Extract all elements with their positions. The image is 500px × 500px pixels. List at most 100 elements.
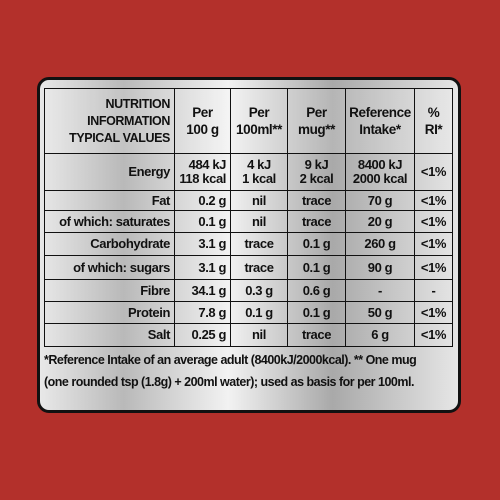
table-cell: Fat bbox=[44, 190, 175, 211]
cell-line: 118 kcal bbox=[179, 171, 226, 186]
cell-line: of which: sugars bbox=[73, 259, 170, 275]
cell-line: RI* bbox=[424, 122, 443, 137]
table-cell: <1% bbox=[414, 210, 453, 233]
cell-line: 0.6 g bbox=[302, 282, 331, 298]
cell-line: Protein bbox=[128, 304, 170, 320]
cell-line: Energy bbox=[128, 164, 170, 179]
table-cell: - bbox=[345, 279, 415, 302]
table-cell: <1% bbox=[414, 190, 453, 211]
footnote: *Reference Intake of an average adult (8… bbox=[44, 349, 454, 393]
cell-line: TYPICAL VALUES bbox=[69, 130, 170, 145]
table-cell: trace bbox=[230, 232, 288, 256]
table-cell: 20 g bbox=[345, 210, 415, 233]
table-cell: 260 g bbox=[345, 232, 415, 256]
table-cell: <1% bbox=[414, 153, 453, 191]
cell-line: 7.8 g bbox=[198, 304, 226, 320]
cell-line: Carbohydrate bbox=[90, 236, 170, 251]
cell-line: 100ml** bbox=[236, 122, 282, 137]
table-cell: of which: sugars bbox=[44, 255, 175, 280]
cell-line: mug** bbox=[297, 122, 335, 137]
nutrition-panel bbox=[37, 77, 461, 413]
table-cell: 3.1 g bbox=[174, 232, 231, 256]
cell-line: 100 g bbox=[186, 122, 219, 137]
cell-line: 2000 kcal bbox=[352, 171, 408, 186]
cell-line: 0.1 g bbox=[302, 259, 331, 275]
table-cell: 0.1 g bbox=[230, 301, 288, 324]
table-cell: trace bbox=[287, 323, 346, 347]
cell-line: 0.1 g bbox=[302, 236, 331, 251]
cell-line: <1% bbox=[420, 192, 447, 208]
cell-line: Reference bbox=[349, 105, 411, 120]
table-cell: 0.3 g bbox=[230, 279, 288, 302]
cell-line: Intake* bbox=[359, 122, 401, 137]
table-cell: <1% bbox=[414, 323, 453, 347]
cell-line: 8400 kJ bbox=[357, 157, 403, 172]
cell-line: 6 g bbox=[371, 327, 389, 342]
table-cell: Fibre bbox=[44, 279, 175, 302]
cell-line: 90 g bbox=[367, 259, 393, 275]
table-cell: 70 g bbox=[345, 190, 415, 211]
table-cell: 6 g bbox=[345, 323, 415, 347]
table-cell: 0.6 g bbox=[287, 279, 346, 302]
cell-line: Fibre bbox=[140, 282, 170, 298]
cell-line: 4 kJ bbox=[247, 157, 271, 172]
cell-line: 260 g bbox=[364, 236, 396, 251]
cell-line: 34.1 g bbox=[191, 282, 227, 298]
header-cell: Per 100 g bbox=[174, 88, 231, 154]
cell-line: trace bbox=[301, 327, 332, 342]
cell-line: <1% bbox=[420, 213, 447, 229]
table-cell: 3.1 g bbox=[174, 255, 231, 280]
cell-line: <1% bbox=[420, 236, 447, 251]
cell-line: nil bbox=[252, 213, 266, 229]
cell-line: 0.1 g bbox=[245, 304, 273, 320]
table-cell: Salt bbox=[44, 323, 175, 347]
cell-line: 50 g bbox=[367, 304, 393, 320]
cell-line: 0.1 g bbox=[302, 304, 331, 320]
cell-line: % bbox=[427, 105, 440, 120]
cell-line: <1% bbox=[420, 327, 447, 342]
cell-line: Salt bbox=[147, 327, 171, 342]
cell-line: NUTRITION bbox=[105, 96, 171, 111]
cell-line: trace bbox=[301, 192, 332, 208]
cell-line: <1% bbox=[420, 164, 447, 179]
table-cell: 7.8 g bbox=[174, 301, 231, 324]
header-cell: Reference Intake* bbox=[345, 88, 415, 154]
cell-line: trace bbox=[244, 236, 274, 251]
table-cell: <1% bbox=[414, 255, 453, 280]
table-cell: Energy bbox=[44, 153, 175, 191]
table-cell: 0.2 g bbox=[174, 190, 231, 211]
cell-line: 0.3 g bbox=[245, 282, 273, 298]
cell-line: 9 kJ bbox=[304, 157, 329, 172]
cell-line: INFORMATION bbox=[87, 113, 170, 128]
cell-line: 0.25 g bbox=[191, 327, 227, 342]
header-cell: Per mug** bbox=[287, 88, 346, 154]
header-cell: NUTRITION INFORMATION TYPICAL VALUES bbox=[44, 88, 175, 154]
cell-line: 1 kcal bbox=[242, 171, 276, 186]
cell-line: Per bbox=[192, 105, 213, 120]
footnote-line: (one rounded tsp (1.8g) + 200ml water); … bbox=[44, 375, 414, 389]
table-cell: 34.1 g bbox=[174, 279, 231, 302]
table-cell: nil bbox=[230, 323, 288, 347]
table-cell: <1% bbox=[414, 232, 453, 256]
table-cell: trace bbox=[287, 190, 346, 211]
table-cell: 0.1 g bbox=[287, 255, 346, 280]
table-cell: 9 kJ 2 kcal bbox=[287, 153, 346, 191]
cell-line: 3.1 g bbox=[198, 259, 226, 275]
table-cell: 90 g bbox=[345, 255, 415, 280]
cell-line: 3.1 g bbox=[198, 236, 226, 251]
cell-line: <1% bbox=[420, 304, 447, 320]
table-cell: trace bbox=[230, 255, 288, 280]
table-cell: nil bbox=[230, 190, 288, 211]
cell-line: - bbox=[378, 282, 382, 298]
cell-line: 70 g bbox=[367, 192, 393, 208]
header-cell: % RI* bbox=[414, 88, 453, 154]
cell-line: Per bbox=[248, 105, 270, 120]
table-cell: 0.1 g bbox=[287, 301, 346, 324]
cell-line: Per bbox=[306, 105, 327, 120]
table-cell: 484 kJ 118 kcal bbox=[174, 153, 231, 191]
table-cell: 8400 kJ 2000 kcal bbox=[345, 153, 415, 191]
table-cell: trace bbox=[287, 210, 346, 233]
cell-line: trace bbox=[244, 259, 274, 275]
table-cell: 4 kJ 1 kcal bbox=[230, 153, 288, 191]
